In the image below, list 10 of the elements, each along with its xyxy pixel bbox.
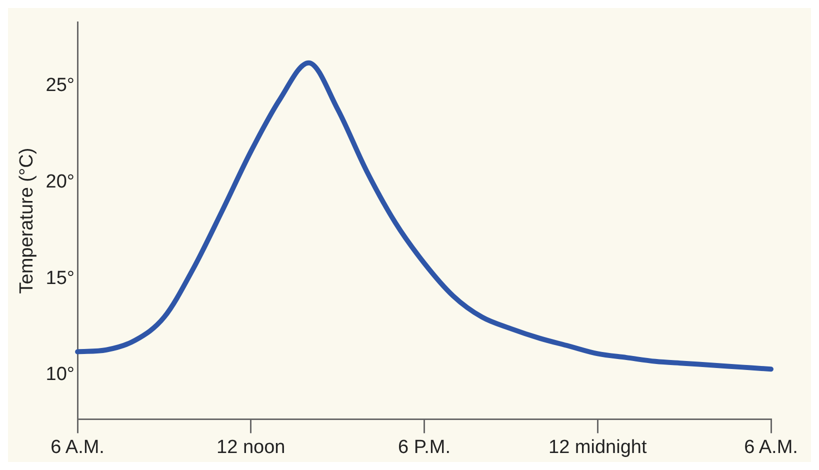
x-tick-label: 12 midnight — [548, 436, 648, 458]
y-axis-title: Temperature (°C) — [16, 148, 38, 294]
x-tick-label: 6 A.M. — [50, 436, 104, 458]
x-tick-label: 6 A.M. — [744, 436, 798, 458]
y-tick-label: 10° — [46, 364, 75, 386]
y-tick-label: 25° — [46, 75, 75, 96]
y-tick-label: 20° — [46, 172, 75, 193]
x-tick-label: 12 noon — [216, 436, 286, 458]
y-tick-label: 15° — [46, 268, 75, 289]
x-tick-label: 6 P.M. — [398, 436, 450, 458]
